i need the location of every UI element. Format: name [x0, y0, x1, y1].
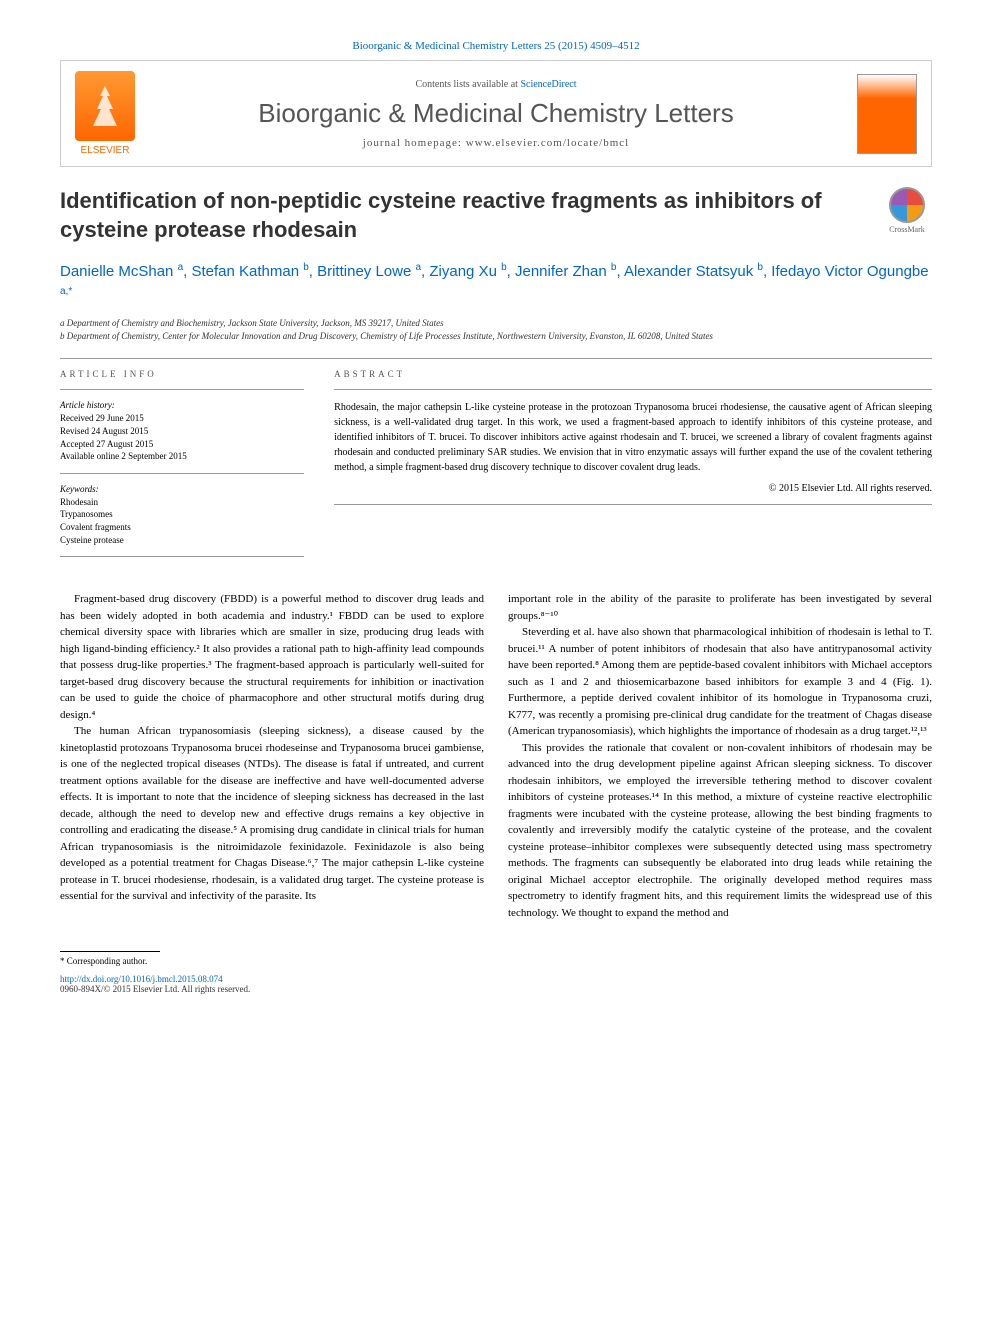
corresponding-author-note: * Corresponding author. [60, 956, 932, 966]
article-title: Identification of non-peptidic cysteine … [60, 187, 827, 244]
body-text: Fragment-based drug discovery (FBDD) is … [60, 591, 932, 921]
abstract-heading: ABSTRACT [334, 369, 932, 379]
publisher-logo-block: ELSEVIER [75, 71, 135, 156]
history-revised: Revised 24 August 2015 [60, 425, 304, 438]
affiliation-a: a Department of Chemistry and Biochemist… [60, 317, 932, 330]
article-info-heading: ARTICLE INFO [60, 369, 304, 379]
keyword: Trypanosomes [60, 508, 304, 521]
journal-name: Bioorganic & Medicinal Chemistry Letters [135, 98, 857, 129]
article-info: ARTICLE INFO Article history: Received 2… [60, 369, 304, 567]
body-paragraph: Fragment-based drug discovery (FBDD) is … [60, 591, 484, 723]
homepage-url[interactable]: www.elsevier.com/locate/bmcl [466, 137, 630, 149]
affiliations: a Department of Chemistry and Biochemist… [60, 317, 932, 342]
publisher-box: ELSEVIER Contents lists available at Sci… [60, 60, 932, 167]
column-right: important role in the ability of the par… [508, 591, 932, 921]
contents-prefix: Contents lists available at [415, 79, 520, 90]
history-heading: Article history: [60, 400, 304, 410]
column-left: Fragment-based drug discovery (FBDD) is … [60, 591, 484, 921]
history-online: Available online 2 September 2015 [60, 450, 304, 463]
info-divider-1 [60, 389, 304, 390]
abstract-block: ABSTRACT Rhodesain, the major cathepsin … [334, 369, 932, 567]
keyword: Cysteine protease [60, 534, 304, 547]
crossmark-icon [889, 187, 925, 223]
history-accepted: Accepted 27 August 2015 [60, 438, 304, 451]
divider [60, 358, 932, 359]
keyword: Rhodesain [60, 496, 304, 509]
body-paragraph: Steverding et al. have also shown that p… [508, 624, 932, 740]
abstract-divider-1 [334, 389, 932, 390]
keywords-heading: Keywords: [60, 484, 304, 494]
authors-list: Danielle McShan a, Stefan Kathman b, Bri… [60, 260, 932, 307]
publisher-center: Contents lists available at ScienceDirec… [135, 79, 857, 149]
abstract-divider-2 [334, 504, 932, 505]
publisher-name: ELSEVIER [81, 145, 130, 156]
crossmark-badge[interactable]: CrossMark [882, 187, 932, 237]
header-citation: Bioorganic & Medicinal Chemistry Letters… [60, 40, 932, 52]
journal-cover-thumbnail [857, 74, 917, 154]
keyword: Covalent fragments [60, 521, 304, 534]
issn-copyright: 0960-894X/© 2015 Elsevier Ltd. All right… [60, 984, 932, 994]
homepage-prefix: journal homepage: [363, 137, 466, 149]
body-paragraph: This provides the rationale that covalen… [508, 740, 932, 922]
history-received: Received 29 June 2015 [60, 412, 304, 425]
abstract-copyright: © 2015 Elsevier Ltd. All rights reserved… [334, 483, 932, 494]
info-divider-3 [60, 556, 304, 557]
crossmark-label: CrossMark [889, 225, 925, 234]
info-abstract-row: ARTICLE INFO Article history: Received 2… [60, 369, 932, 567]
info-divider-2 [60, 473, 304, 474]
doi-link[interactable]: http://dx.doi.org/10.1016/j.bmcl.2015.08… [60, 974, 932, 984]
page-footer: * Corresponding author. http://dx.doi.or… [60, 951, 932, 994]
contents-available: Contents lists available at ScienceDirec… [135, 79, 857, 90]
keywords-list: Rhodesain Trypanosomes Covalent fragment… [60, 496, 304, 546]
abstract-text: Rhodesain, the major cathepsin L-like cy… [334, 400, 932, 475]
body-paragraph: important role in the ability of the par… [508, 591, 932, 624]
body-paragraph: The human African trypanosomiasis (sleep… [60, 723, 484, 905]
sciencedirect-link[interactable]: ScienceDirect [520, 79, 576, 90]
affiliation-b: b Department of Chemistry, Center for Mo… [60, 330, 932, 343]
footer-rule [60, 951, 160, 952]
journal-homepage: journal homepage: www.elsevier.com/locat… [135, 137, 857, 149]
elsevier-tree-icon [75, 71, 135, 141]
